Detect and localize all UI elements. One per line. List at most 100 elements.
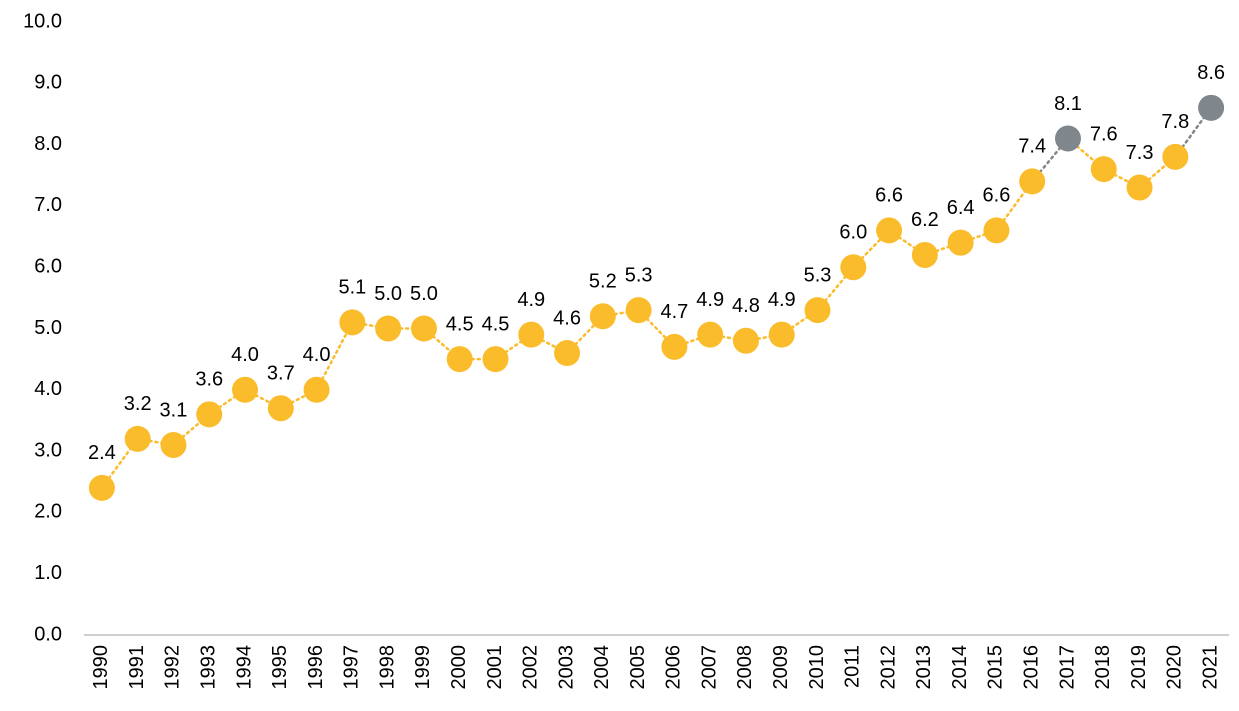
- point: [375, 315, 402, 342]
- x-tick-label: 2020: [1164, 645, 1186, 690]
- x-tick-label: 1996: [305, 645, 327, 690]
- y-tick-label: 0.0: [34, 623, 62, 645]
- point: [410, 315, 437, 342]
- data-label: 4.6: [553, 307, 581, 329]
- data-label: 6.0: [839, 221, 867, 243]
- x-tick-label: 2013: [913, 645, 935, 690]
- point: [446, 346, 473, 373]
- x-tick-label: 2000: [448, 645, 470, 690]
- data-label: 4.0: [231, 344, 259, 366]
- point: [840, 254, 867, 281]
- data-label: 7.4: [1018, 136, 1046, 158]
- x-tick-label: 2010: [806, 645, 828, 690]
- point: [1198, 94, 1225, 121]
- y-tick-label: 6.0: [34, 255, 62, 277]
- data-label: 2.4: [88, 442, 116, 464]
- data-label: 6.2: [911, 209, 939, 231]
- y-tick-label: 3.0: [34, 439, 62, 461]
- point: [804, 297, 831, 324]
- x-tick-label: 1998: [376, 645, 398, 690]
- x-tick-label: 2016: [1020, 645, 1042, 690]
- point: [267, 395, 294, 422]
- x-tick-label: 2005: [627, 645, 649, 690]
- x-tick-label: 2021: [1199, 645, 1221, 690]
- data-label: 5.3: [804, 264, 832, 286]
- y-tick-label: 2.0: [34, 501, 62, 523]
- point: [947, 229, 974, 256]
- point: [518, 321, 545, 348]
- x-tick-label: 2018: [1092, 645, 1114, 690]
- x-tick-label: 1992: [162, 645, 184, 690]
- data-label: 4.7: [660, 301, 688, 323]
- point: [983, 217, 1010, 244]
- x-tick-label: 1993: [198, 645, 220, 690]
- x-tick-label: 2002: [520, 645, 542, 690]
- point: [554, 340, 581, 367]
- x-tick-label: 2007: [698, 645, 720, 690]
- data-label: 6.6: [983, 185, 1011, 207]
- point: [232, 376, 259, 403]
- data-label: 4.5: [482, 313, 510, 335]
- x-tick-label: 2012: [877, 645, 899, 690]
- y-tick-label: 1.0: [34, 562, 62, 584]
- data-label: 5.1: [338, 277, 366, 299]
- data-label: 7.6: [1090, 123, 1118, 145]
- x-tick-label: 2006: [663, 645, 685, 690]
- data-label: 8.1: [1054, 93, 1082, 115]
- x-tick-label: 2017: [1056, 645, 1078, 690]
- data-label: 5.3: [625, 264, 653, 286]
- data-label: 8.6: [1197, 62, 1225, 84]
- point: [160, 431, 187, 458]
- point: [876, 217, 903, 244]
- x-tick-label: 2019: [1128, 645, 1150, 690]
- data-label: 5.0: [410, 283, 438, 305]
- y-tick-label: 9.0: [34, 72, 62, 94]
- x-tick-label: 1990: [90, 645, 112, 690]
- data-label: 3.6: [195, 369, 223, 391]
- data-label: 7.8: [1161, 111, 1189, 133]
- point: [482, 346, 509, 373]
- point: [697, 321, 724, 348]
- x-tick-label: 2009: [770, 645, 792, 690]
- point: [1054, 125, 1081, 152]
- data-label: 4.9: [696, 289, 724, 311]
- data-label: 3.2: [124, 393, 152, 415]
- data-label: 4.0: [303, 344, 331, 366]
- data-label: 5.2: [589, 271, 617, 293]
- x-tick-label: 2015: [985, 645, 1007, 690]
- x-tick-label: 2004: [591, 645, 613, 690]
- point: [732, 327, 759, 354]
- x-tick-label: 1991: [126, 645, 148, 690]
- x-tick-label: 2011: [842, 645, 864, 688]
- data-label: 6.6: [875, 185, 903, 207]
- point: [661, 333, 688, 360]
- point: [339, 309, 366, 336]
- x-tick-label: 1997: [341, 645, 363, 690]
- y-tick-label: 5.0: [34, 317, 62, 339]
- point: [589, 303, 616, 330]
- x-tick-label: 1995: [269, 645, 291, 690]
- y-tick-label: 4.0: [34, 378, 62, 400]
- data-label: 3.1: [160, 399, 188, 421]
- point: [303, 376, 330, 403]
- data-label: 3.7: [267, 362, 295, 384]
- x-tick-label: 2014: [949, 645, 971, 690]
- data-label: 7.3: [1126, 142, 1154, 164]
- data-label: 4.9: [768, 289, 796, 311]
- point: [1019, 168, 1046, 195]
- point: [1126, 174, 1153, 201]
- point: [625, 297, 652, 324]
- data-label: 4.8: [732, 295, 760, 317]
- data-label: 6.4: [947, 197, 975, 219]
- x-tick-label: 2003: [555, 645, 577, 690]
- point: [196, 401, 223, 428]
- point: [88, 474, 115, 501]
- x-tick-label: 1994: [233, 645, 255, 690]
- data-label: 4.5: [446, 313, 474, 335]
- point: [1162, 143, 1189, 170]
- x-tick-label: 2008: [734, 645, 756, 690]
- x-tick-label: 2001: [484, 645, 506, 690]
- point: [911, 241, 938, 268]
- point: [1090, 156, 1117, 183]
